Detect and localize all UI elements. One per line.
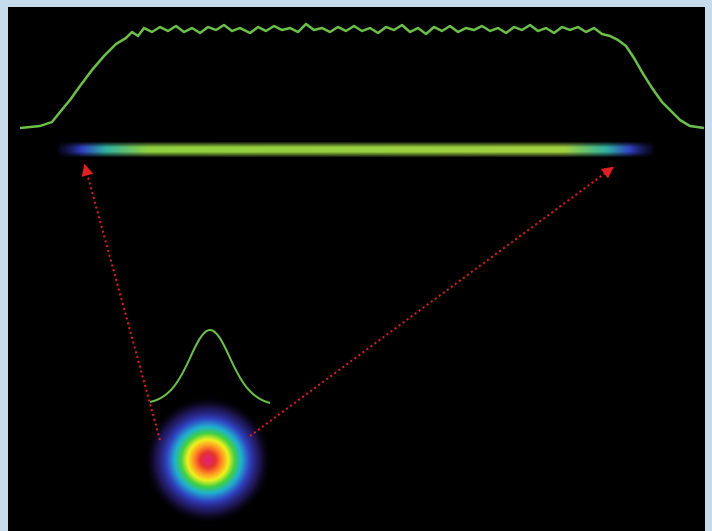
page xyxy=(0,0,712,531)
line-beam-shading xyxy=(58,142,654,157)
figure xyxy=(0,0,712,531)
round-beam-spot xyxy=(144,396,272,524)
image-background xyxy=(8,7,705,531)
